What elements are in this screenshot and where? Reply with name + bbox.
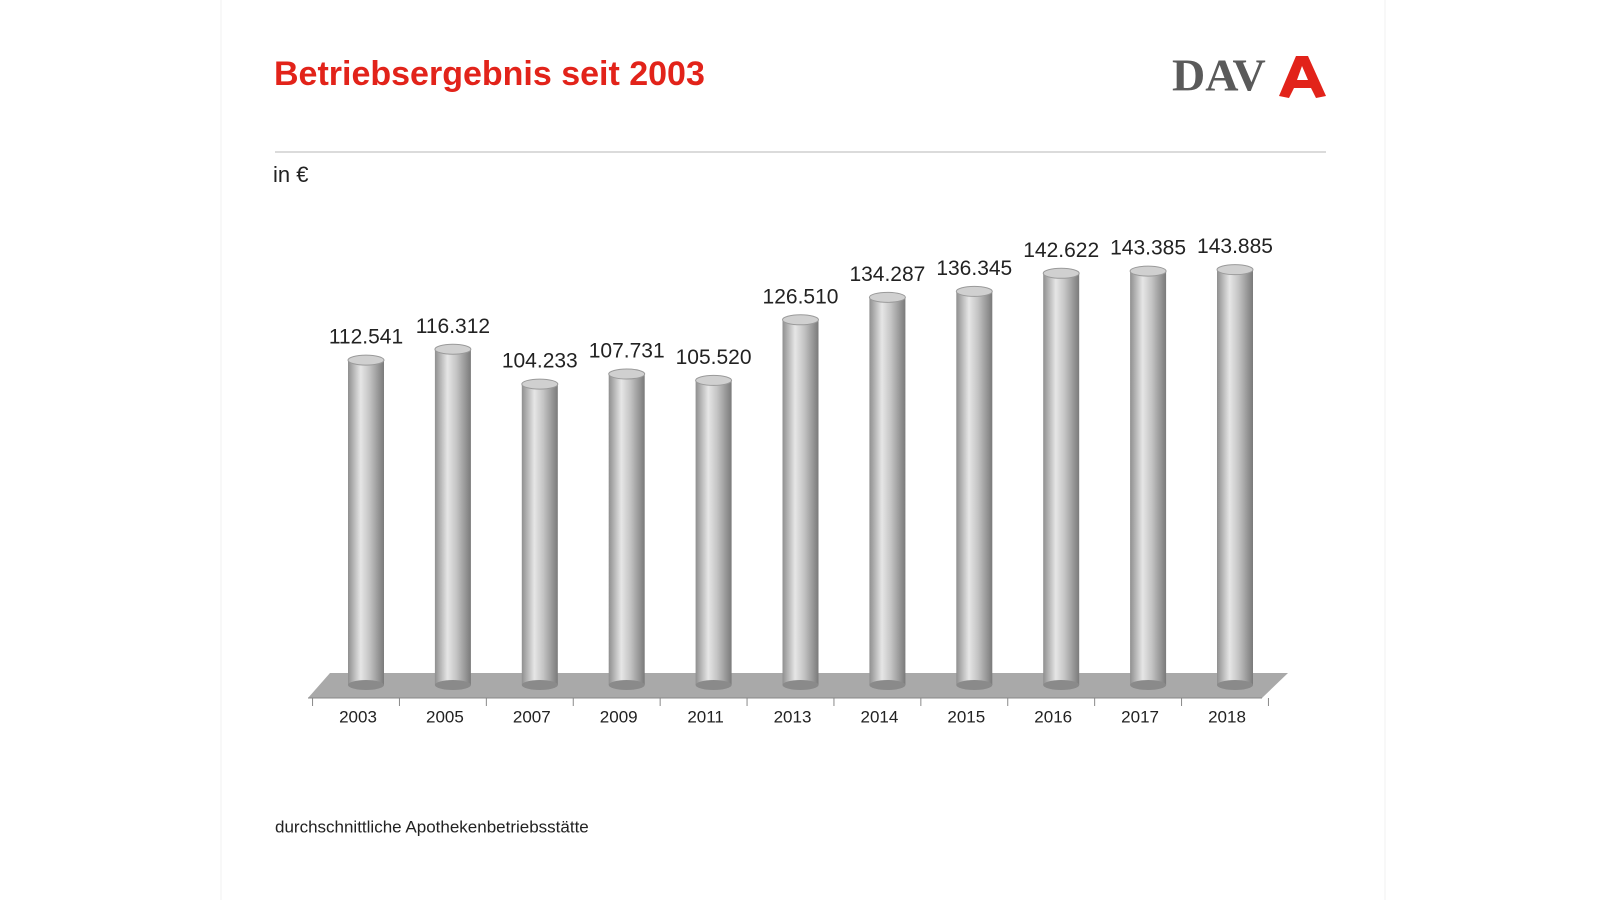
x-tick-label: 2005 — [426, 707, 464, 726]
bar-cap — [521, 378, 559, 390]
bar-base — [1130, 680, 1167, 690]
bar-base — [869, 680, 906, 690]
bar — [434, 349, 471, 685]
bar — [782, 319, 819, 685]
x-tick-label: 2003 — [339, 707, 377, 726]
bar-cap — [868, 291, 906, 303]
value-label: 143.885 — [1197, 235, 1273, 258]
value-label: 104.233 — [502, 350, 578, 373]
bar-cap — [347, 354, 385, 366]
bar-base — [434, 680, 471, 690]
bar-cap — [434, 343, 472, 355]
logo-text: DAV — [1172, 50, 1266, 101]
value-label: 105.520 — [676, 346, 752, 369]
bar — [608, 374, 645, 685]
value-label: 116.312 — [416, 315, 490, 338]
x-tick-label: 2011 — [687, 707, 724, 726]
bar — [348, 360, 384, 685]
bar — [1217, 269, 1253, 685]
value-label: 112.541 — [329, 326, 403, 349]
logo-icon — [1279, 56, 1326, 98]
value-label: 126.510 — [763, 285, 839, 308]
bar-base — [348, 680, 384, 690]
x-tick-label: 2009 — [600, 707, 638, 726]
bar-cap — [608, 368, 646, 380]
bar — [521, 384, 558, 685]
x-tick-label: 2014 — [860, 707, 898, 726]
bar-base — [782, 680, 819, 690]
bar-base — [695, 680, 732, 690]
bar-base — [608, 680, 645, 690]
x-tick-label: 2018 — [1208, 707, 1246, 726]
bar-base — [1043, 680, 1080, 690]
x-tick-label: 2015 — [947, 707, 985, 726]
bar-base — [521, 680, 558, 690]
bar — [956, 291, 993, 685]
value-label: 134.287 — [849, 263, 925, 286]
bar-cap — [1042, 267, 1080, 279]
bar — [1043, 273, 1080, 685]
bar — [1130, 271, 1167, 685]
bar-base — [1217, 680, 1253, 690]
bar — [869, 297, 906, 685]
bar-cap — [782, 314, 819, 326]
value-label: 143.385 — [1110, 237, 1186, 260]
x-tick-label: 2007 — [513, 707, 551, 726]
x-tick-label: 2013 — [774, 707, 812, 726]
unit-label: in € — [273, 162, 308, 187]
x-tick-label: 2017 — [1121, 707, 1159, 726]
bar-base — [956, 680, 993, 690]
chart-title: Betriebsergebnis seit 2003 — [274, 55, 705, 93]
bar-cap — [955, 285, 993, 297]
value-label: 107.731 — [589, 340, 665, 363]
value-label: 142.622 — [1023, 239, 1099, 262]
value-label: 136.345 — [936, 257, 1012, 280]
bar-cap — [1129, 265, 1167, 277]
footnote: durchschnittliche Apothekenbetriebsstätt… — [275, 817, 589, 836]
bar-cap — [695, 374, 733, 386]
bar — [695, 380, 732, 685]
x-tick-label: 2016 — [1034, 707, 1072, 726]
bar-cap — [1216, 264, 1254, 276]
